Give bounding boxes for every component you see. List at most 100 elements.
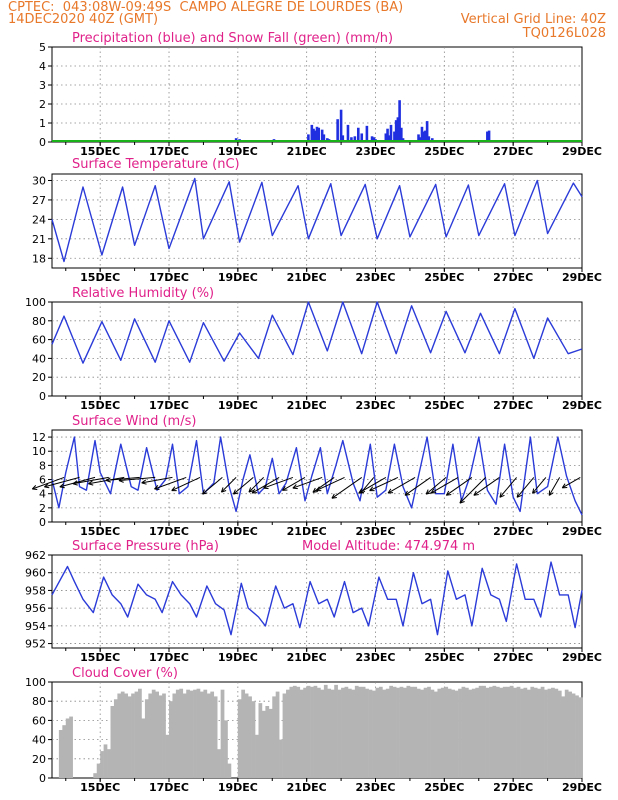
series-line <box>51 436 583 516</box>
x-tick-label: 21DEC <box>287 271 327 284</box>
x-tick-label: 21DEC <box>287 145 327 158</box>
cloud-bar <box>544 689 548 778</box>
cloud-bar <box>272 696 277 778</box>
x-tick-label: 21DEC <box>287 781 327 794</box>
wind-arrow <box>248 477 265 493</box>
wind-arrow-head <box>31 485 38 490</box>
cloud-bar <box>144 699 149 778</box>
precip-bar <box>310 124 314 142</box>
wind-arrow <box>251 476 280 494</box>
wind-arrow <box>44 476 80 489</box>
y-tick-label: 60 <box>32 714 46 727</box>
x-tick-label: 27DEC <box>493 651 533 664</box>
precip-bar <box>336 119 339 142</box>
y-tick-label: 3 <box>39 79 46 92</box>
cloud-bar <box>155 691 159 778</box>
cloud-bar <box>530 686 535 778</box>
cloud-bar <box>389 685 394 778</box>
plot-frame <box>51 554 583 649</box>
y-tick-label: 80 <box>32 695 46 708</box>
y-tick-label: 2 <box>39 502 46 515</box>
cloud-bar <box>372 690 376 778</box>
cloud-bar <box>124 693 129 778</box>
cloud-bar <box>248 696 252 778</box>
y-tick-label: 960 <box>25 567 46 580</box>
wind-arrow-shaft <box>331 477 363 499</box>
cloud-bar <box>578 697 583 778</box>
wind-arrow-shaft <box>459 477 486 504</box>
cloud-bar <box>461 686 466 778</box>
wind-arrow <box>387 476 416 494</box>
cloud-bar <box>265 706 270 778</box>
cloud-bar <box>334 684 338 778</box>
y-tick-label: 4 <box>39 60 46 73</box>
cloud-bar <box>165 734 170 778</box>
precip-bar <box>360 133 364 142</box>
precip-bar <box>346 124 350 142</box>
x-tick-label: 15DEC <box>80 781 120 794</box>
cloud-bar <box>172 693 177 778</box>
wind-arrow-head <box>315 486 322 492</box>
wind-arrow-shaft <box>316 476 345 492</box>
wind-arrow <box>201 477 223 495</box>
wind-arrow-shaft <box>499 477 517 498</box>
wind-arrow-shaft <box>263 476 294 489</box>
wind-arrow-shaft <box>233 477 254 495</box>
wind-arrow-shaft <box>141 476 173 484</box>
wind-arrow-head <box>459 498 465 504</box>
cloud-bar <box>540 686 545 778</box>
x-tick-label: 17DEC <box>149 651 189 664</box>
cloud-bar <box>471 688 476 778</box>
wind-arrow <box>358 476 387 494</box>
wind-arrow <box>263 476 294 490</box>
chart-title: Relative Humidity (%) <box>72 286 214 301</box>
x-tick-label: 29DEC <box>562 145 602 158</box>
precip-bar <box>315 126 319 142</box>
precip-bar <box>425 121 429 142</box>
cloud-bar <box>199 691 204 778</box>
cloud-bar <box>255 734 259 778</box>
chart-panel-3: Relative Humidity (%) 15DEC 17DEC 19DEC 21DE… <box>25 286 602 412</box>
wind-arrow-head <box>312 487 318 493</box>
wind-arrow-shaft <box>548 477 561 496</box>
header-grid-line: Vertical Grid Line: 40Z <box>460 12 606 27</box>
wind-arrow-shaft <box>430 476 459 494</box>
cloud-bar <box>564 689 569 778</box>
series-line <box>51 301 583 364</box>
x-tick-label: 21DEC <box>287 399 327 412</box>
cloud-bar <box>244 693 249 778</box>
header-station-line: CPTEC: 043:08W-09:49S CAMPO ALEGRE DE LO… <box>8 0 404 15</box>
precip-bar <box>386 128 389 142</box>
chart-title: Cloud Cover (%) <box>72 666 178 681</box>
cloud-bar <box>138 688 142 778</box>
cloud-bar <box>464 687 469 778</box>
series-line <box>51 177 583 263</box>
y-tick-label: 5 <box>39 41 46 54</box>
cloud-bar <box>454 690 459 778</box>
wind-arrow <box>499 477 517 498</box>
precip-bar <box>487 130 491 142</box>
y-tick-label: 952 <box>25 638 46 651</box>
cloud-bar <box>396 687 400 778</box>
x-tick-label: 23DEC <box>355 525 395 538</box>
wind-arrow <box>220 477 237 493</box>
y-tick-label: 60 <box>32 334 46 347</box>
cloud-bar <box>100 751 104 778</box>
wind-arrow-shaft <box>202 477 223 495</box>
wind-arrow-head <box>430 488 437 494</box>
wind-arrow-shaft <box>358 476 387 494</box>
wind-arrow-head <box>499 492 505 498</box>
x-tick-label: 29DEC <box>562 651 602 664</box>
chart-panel-4: Surface Wind (m/s) 15DEC 17DEC 19DEC 21DEC 23… <box>31 414 602 538</box>
precip-bar <box>393 131 396 142</box>
y-tick-label: 958 <box>25 584 46 597</box>
x-tick-label: 23DEC <box>355 399 395 412</box>
wind-arrow <box>473 477 500 496</box>
y-tick-label: 40 <box>32 734 46 747</box>
cloud-bar <box>427 686 431 778</box>
cloud-bar <box>289 686 294 778</box>
y-tick-label: 962 <box>25 549 46 562</box>
x-tick-label: 17DEC <box>149 271 189 284</box>
y-tick-label: 100 <box>25 676 46 689</box>
wind-arrow <box>105 476 140 483</box>
